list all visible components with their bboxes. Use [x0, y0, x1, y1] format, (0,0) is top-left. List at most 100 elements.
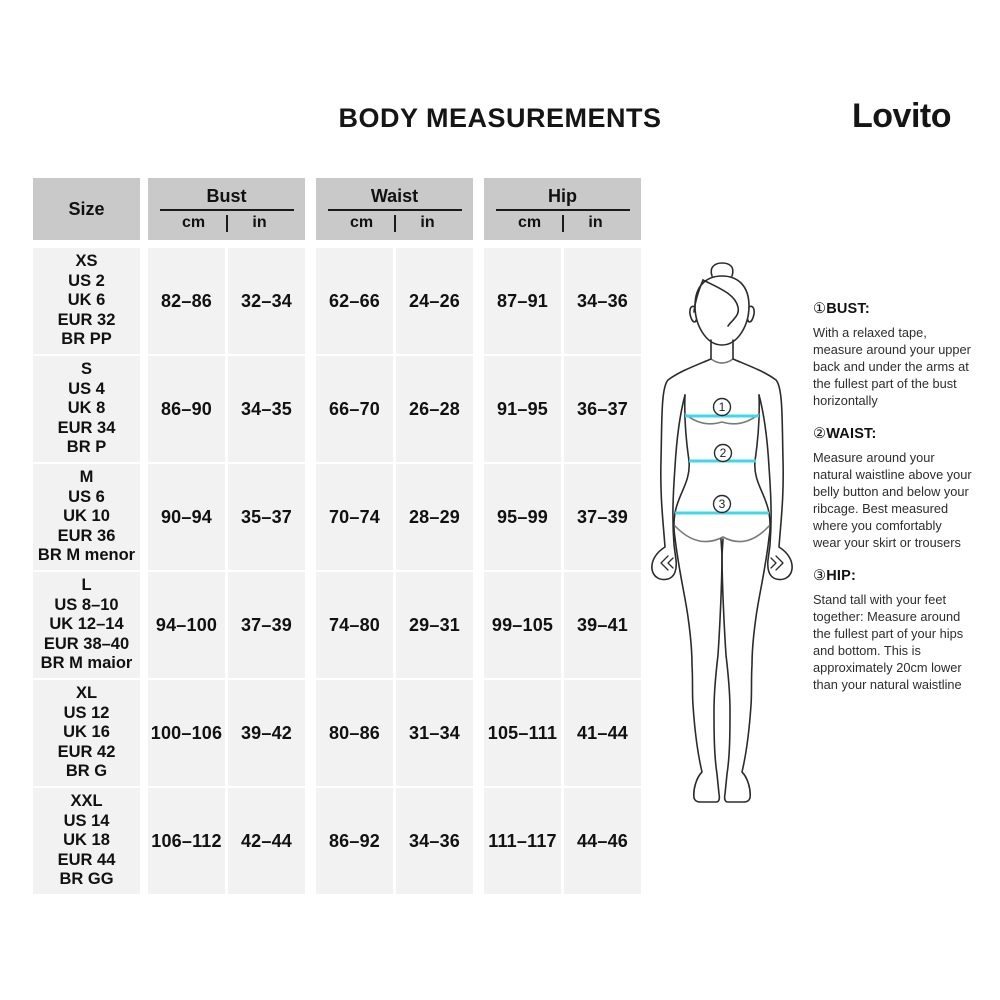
value-cell: 95–99	[484, 464, 561, 570]
unit-cm: cm	[181, 214, 206, 231]
value-cell: 86–90	[148, 356, 225, 462]
value-cell: 62–66	[316, 248, 393, 354]
waist-cells: 74–80 29–31	[316, 572, 473, 678]
hip-cells: 87–91 34–36	[484, 248, 641, 354]
size-cell: M US 6 UK 10 EUR 36 BR M menor	[33, 464, 140, 570]
value-cell: 37–39	[228, 572, 305, 678]
unit-divider	[225, 214, 228, 232]
value-cell: 90–94	[148, 464, 225, 570]
unit-divider	[561, 214, 564, 232]
bust-cells: 86–90 34–35	[148, 356, 305, 462]
value-cell: 34–36	[396, 788, 473, 894]
value-cell: 82–86	[148, 248, 225, 354]
marker-2-circle	[713, 443, 733, 463]
size-line: XL	[75, 684, 98, 703]
hip-instruction: ③HIP: Stand tall with your feet together…	[813, 568, 973, 693]
measurements-table: Size Bust cm in Waist cm in	[33, 178, 674, 896]
body-figure-illustration: 1 2 3	[635, 260, 805, 815]
unit-divider	[393, 214, 396, 232]
value-cell: 34–36	[564, 248, 641, 354]
size-line: US 4	[68, 379, 105, 398]
group-label: Waist	[370, 186, 419, 206]
size-cell: S US 4 UK 8 EUR 34 BR P	[33, 356, 140, 462]
brand-logo: Lovito	[852, 97, 951, 135]
hip-cells: 95–99 37–39	[484, 464, 641, 570]
table-header-row: Size Bust cm in Waist cm in	[33, 178, 674, 240]
value-cell: 39–42	[228, 680, 305, 786]
bust-instruction: ①BUST: With a relaxed tape, measure arou…	[813, 301, 973, 409]
column-header-size: Size	[33, 178, 140, 240]
value-cell: 34–35	[228, 356, 305, 462]
group-label: Bust	[206, 186, 247, 206]
size-line: UK 8	[67, 399, 106, 418]
table-row: XS US 2 UK 6 EUR 32 BR PP 82–86 32–34 62…	[33, 248, 674, 354]
size-line: UK 18	[63, 831, 110, 850]
size-line: EUR 34	[57, 418, 116, 437]
value-cell: 44–46	[564, 788, 641, 894]
value-cell: 29–31	[396, 572, 473, 678]
unit-cm: cm	[349, 214, 374, 231]
marker-3-circle	[712, 494, 732, 514]
circled-number: ③	[813, 568, 827, 584]
size-line: XS	[75, 252, 98, 271]
column-header-waist: Waist cm in	[316, 178, 473, 240]
value-cell: 74–80	[316, 572, 393, 678]
value-cell: 100–106	[148, 680, 225, 786]
figure-right-leg	[721, 538, 769, 802]
waist-instruction: ②WAIST: Measure around your natural wais…	[813, 426, 973, 551]
waist-cells: 86–92 34–36	[316, 788, 473, 894]
circled-number: ②	[813, 426, 827, 442]
size-line: US 6	[68, 487, 105, 506]
value-cell: 87–91	[484, 248, 561, 354]
unit-in: in	[588, 214, 603, 231]
size-line: UK 6	[67, 291, 106, 310]
size-line: BR GG	[59, 870, 114, 889]
figure-hair-bun	[711, 263, 733, 276]
table-row: S US 4 UK 8 EUR 34 BR P 86–90 34–35 66–7…	[33, 356, 674, 462]
group-divider-line	[327, 209, 462, 211]
value-cell: 36–37	[564, 356, 641, 462]
figure-bust-curve	[685, 414, 759, 424]
size-line: S	[80, 360, 92, 379]
figure-hairline	[703, 280, 738, 326]
figure-left-leg	[675, 538, 723, 802]
figure-torso-left	[674, 395, 689, 538]
unit-in: in	[420, 214, 435, 231]
value-cell: 41–44	[564, 680, 641, 786]
size-line: UK 10	[63, 507, 110, 526]
instruction-label: WAIST:	[826, 426, 877, 442]
hip-cells: 105–111 41–44	[484, 680, 641, 786]
bust-cells: 90–94 35–37	[148, 464, 305, 570]
value-cell: 80–86	[316, 680, 393, 786]
figure-hairline	[694, 280, 703, 312]
value-cell: 37–39	[564, 464, 641, 570]
marker-1-number: 1	[719, 400, 726, 414]
waist-cells: 66–70 26–28	[316, 356, 473, 462]
figure-hip-curve	[675, 526, 769, 542]
value-cell: 70–74	[316, 464, 393, 570]
table-row: XXL US 14 UK 18 EUR 44 BR GG 106–112 42–…	[33, 788, 674, 894]
value-cell: 66–70	[316, 356, 393, 462]
marker-2-number: 2	[720, 446, 727, 460]
size-cell: XXL US 14 UK 18 EUR 44 BR GG	[33, 788, 140, 894]
column-header-hip: Hip cm in	[484, 178, 641, 240]
value-cell: 26–28	[396, 356, 473, 462]
marker-3-number: 3	[719, 497, 726, 511]
size-line: US 12	[63, 703, 110, 722]
size-line: EUR 32	[57, 310, 116, 329]
figure-ear-right	[748, 306, 754, 322]
instruction-label: HIP:	[826, 568, 857, 584]
size-line: L	[81, 576, 92, 595]
instruction-heading: ③HIP:	[813, 568, 973, 584]
figure-right-fingers	[771, 556, 783, 570]
size-line: BR M maior	[40, 654, 133, 673]
figure-collar	[711, 359, 733, 363]
group-units: cm in	[330, 214, 460, 232]
figure-right-arm	[733, 359, 792, 580]
value-cell: 99–105	[484, 572, 561, 678]
size-line: XXL	[70, 792, 103, 811]
value-cell: 42–44	[228, 788, 305, 894]
instruction-heading: ②WAIST:	[813, 426, 973, 442]
value-cell: 31–34	[396, 680, 473, 786]
